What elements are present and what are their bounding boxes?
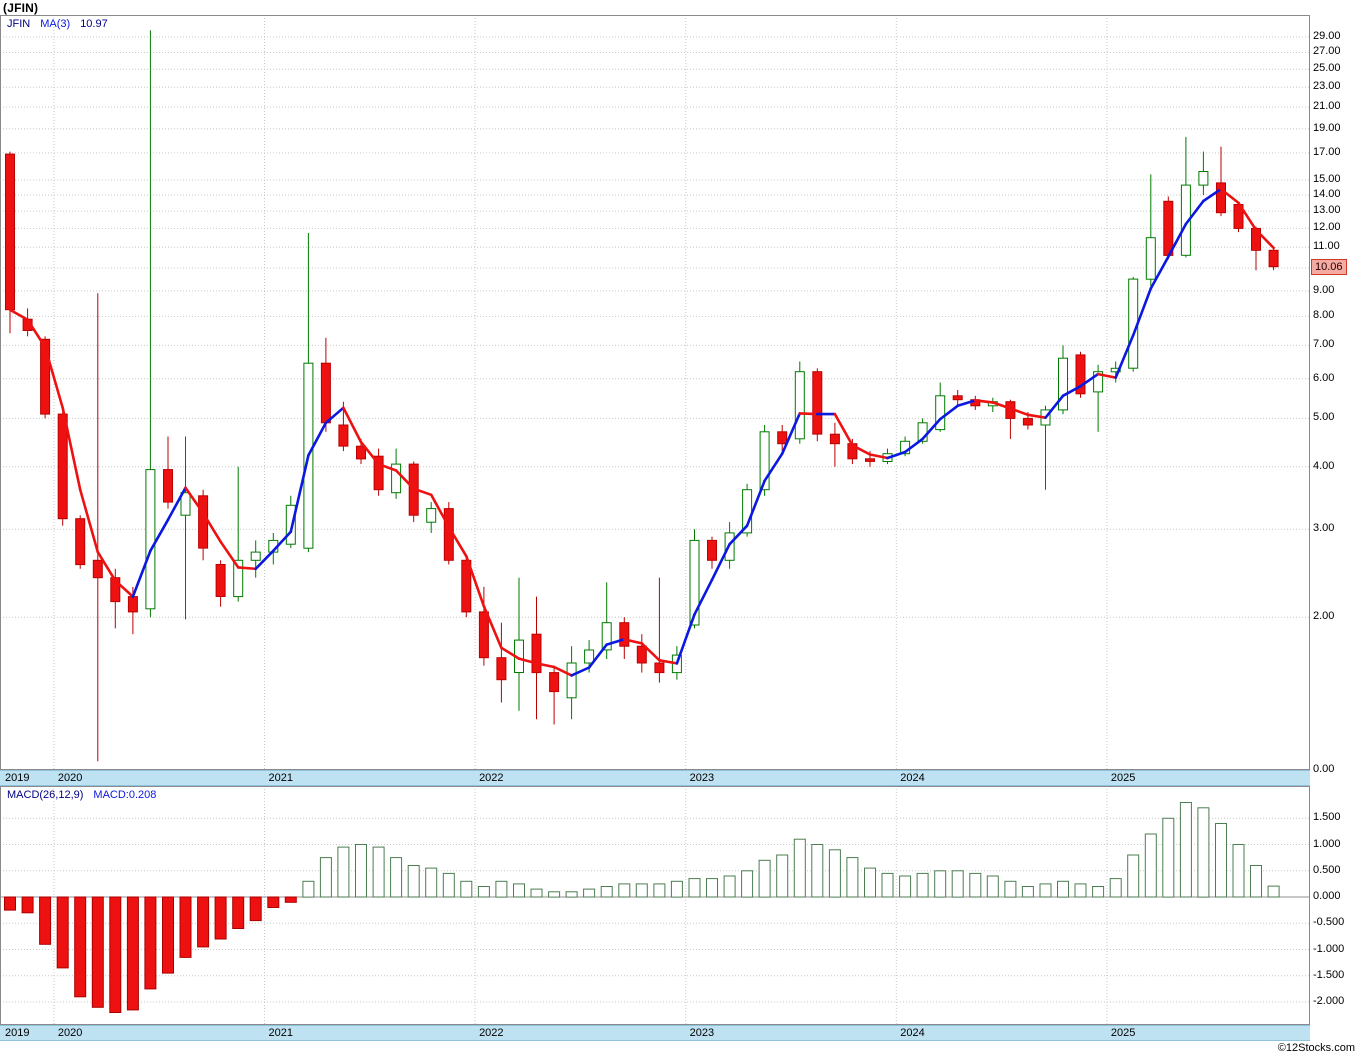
- legend-ma-value: 10.97: [80, 18, 108, 30]
- price-axis-tick: 29.00: [1313, 29, 1341, 42]
- price-axis-tick: 19.00: [1313, 121, 1341, 134]
- price-axis-tick: 17.00: [1313, 145, 1341, 158]
- price-axis-tick: 3.00: [1313, 522, 1335, 535]
- price-axis-tick: 21.00: [1313, 99, 1341, 112]
- price-x-axis-band: 2019 2020 2021 2022 2023 2024 2025: [0, 770, 1310, 786]
- macd-axis-tick: 1.000: [1313, 837, 1341, 850]
- price-axis-tick: 11.00: [1313, 240, 1340, 253]
- year-label: 2020: [57, 772, 83, 784]
- price-axis-tick: 5.00: [1313, 411, 1335, 424]
- legend-symbol: JFIN: [7, 18, 31, 30]
- price-axis-tick: 6.00: [1313, 371, 1335, 384]
- year-label: 2023: [689, 772, 715, 784]
- year-label: 2022: [479, 1027, 504, 1039]
- price-axis-tick: 13.00: [1313, 204, 1341, 217]
- macd-axis-tick: 1.500: [1313, 811, 1341, 824]
- year-label: 2020: [57, 1027, 83, 1039]
- macd-axis-tick: -0.500: [1313, 916, 1345, 929]
- price-axis-tick: 7.00: [1313, 338, 1335, 351]
- macd-value-label: MACD:0.208: [93, 789, 157, 801]
- year-label: 2024: [900, 772, 925, 784]
- price-axis-tick: 4.00: [1313, 459, 1335, 472]
- price-legend: JFIN MA(3) 10.97: [7, 18, 118, 30]
- macd-axis-tick: -2.000: [1313, 995, 1345, 1007]
- price-axis-tick: 14.00: [1313, 187, 1341, 200]
- price-axis-tick: 0.00: [1313, 763, 1335, 775]
- price-axis-tick: 23.00: [1313, 80, 1341, 93]
- price-axis-tick: 25.00: [1313, 62, 1341, 75]
- price-axis-tick: 2.00: [1313, 610, 1335, 623]
- year-label: 2019: [5, 772, 30, 784]
- price-axis-tick: 27.00: [1313, 45, 1341, 58]
- year-label: 2021: [268, 1027, 293, 1039]
- year-label: 2025: [1110, 772, 1136, 784]
- year-label: 2025: [1110, 1027, 1136, 1039]
- macd-axis-tick: -1.500: [1313, 968, 1345, 981]
- price-axis-tick: 12.00: [1313, 221, 1341, 234]
- year-label: 2021: [268, 772, 293, 784]
- price-axis-tick: 9.00: [1313, 283, 1335, 296]
- last-price-tag: 10.06: [1311, 259, 1347, 275]
- macd-axis-tick: 0.500: [1313, 863, 1341, 876]
- macd-axis-tick: 0.000: [1313, 890, 1341, 902]
- year-label: 2024: [900, 1027, 925, 1039]
- year-label: 2023: [689, 1027, 715, 1039]
- macd-params-label: MACD(26,12,9): [7, 789, 84, 801]
- price-axis-tick: 15.00: [1313, 173, 1341, 185]
- year-label: 2022: [479, 772, 504, 784]
- macd-legend: MACD(26,12,9) MACD:0.208: [7, 789, 166, 801]
- legend-ma-label: MA(3): [40, 18, 71, 30]
- price-axis-tick: 8.00: [1313, 309, 1335, 322]
- macd-axis-tick: -1.000: [1313, 942, 1345, 955]
- page-title: (JFIN): [3, 1, 39, 15]
- macd-chart-canvas: [0, 786, 1310, 1025]
- year-label: 2019: [5, 1027, 30, 1039]
- copyright-label: ©12Stocks.com: [1277, 1042, 1355, 1054]
- macd-x-axis-band: 2019 2020 2021 2022 2023 2024 2025: [0, 1025, 1310, 1041]
- price-chart-canvas: [0, 15, 1310, 770]
